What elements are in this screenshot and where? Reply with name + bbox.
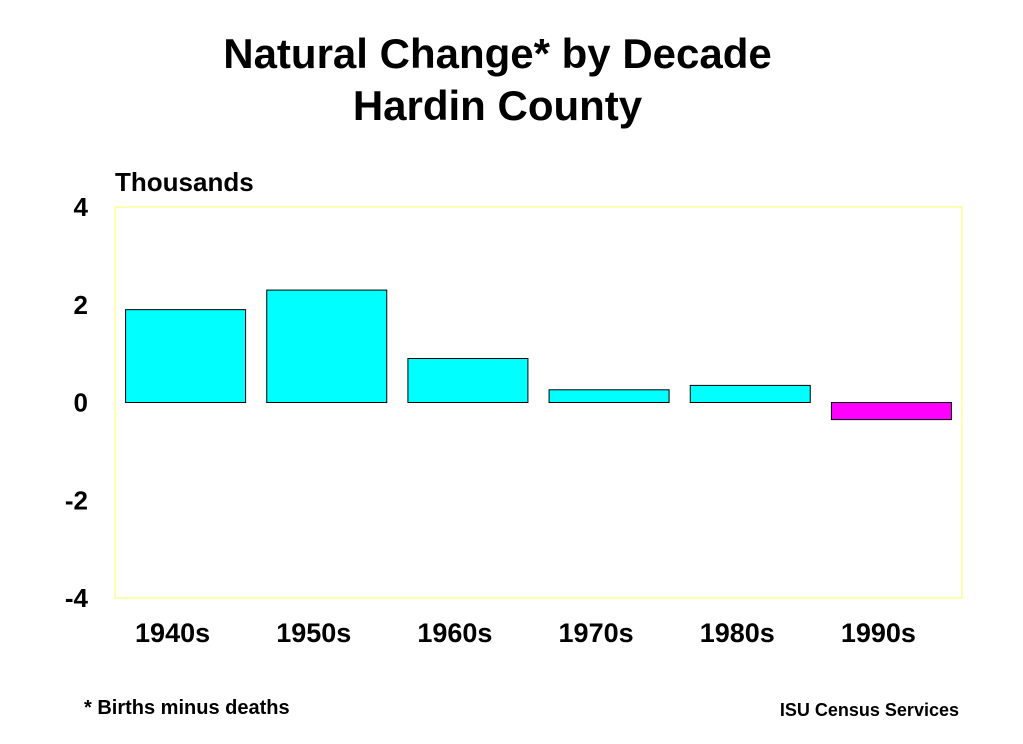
y-tick-label: 0 — [74, 388, 88, 418]
y-tick-label: -2 — [65, 485, 88, 515]
credit: ISU Census Services — [779, 700, 959, 720]
bar-1990s — [830, 402, 952, 421]
x-tick-label: 1960s — [417, 618, 492, 648]
y-tick-label: -4 — [65, 583, 89, 613]
x-tick-label: 1940s — [135, 618, 210, 648]
x-tick-label: 1980s — [700, 618, 775, 648]
title-line-1: Natural Change* by Decade — [223, 30, 772, 77]
x-tick-label: 1970s — [559, 618, 634, 648]
x-tick-label: 1990s — [841, 618, 916, 648]
y-tick-label: 2 — [74, 290, 88, 320]
bar-1940s — [125, 309, 247, 404]
y-axis-label: Thousands — [115, 167, 254, 197]
bar-1970s — [548, 389, 670, 404]
chart-title: Natural Change* by Decade Hardin County — [0, 28, 995, 132]
bar-1950s — [266, 289, 388, 403]
x-tick-label: 1950s — [276, 618, 351, 648]
y-tick-label: 4 — [74, 192, 89, 222]
bar-1960s — [407, 358, 529, 404]
plot-area — [114, 206, 963, 599]
bar-1980s — [689, 384, 811, 403]
title-line-2: Hardin County — [352, 82, 643, 129]
footnote: * Births minus deaths — [84, 697, 290, 719]
